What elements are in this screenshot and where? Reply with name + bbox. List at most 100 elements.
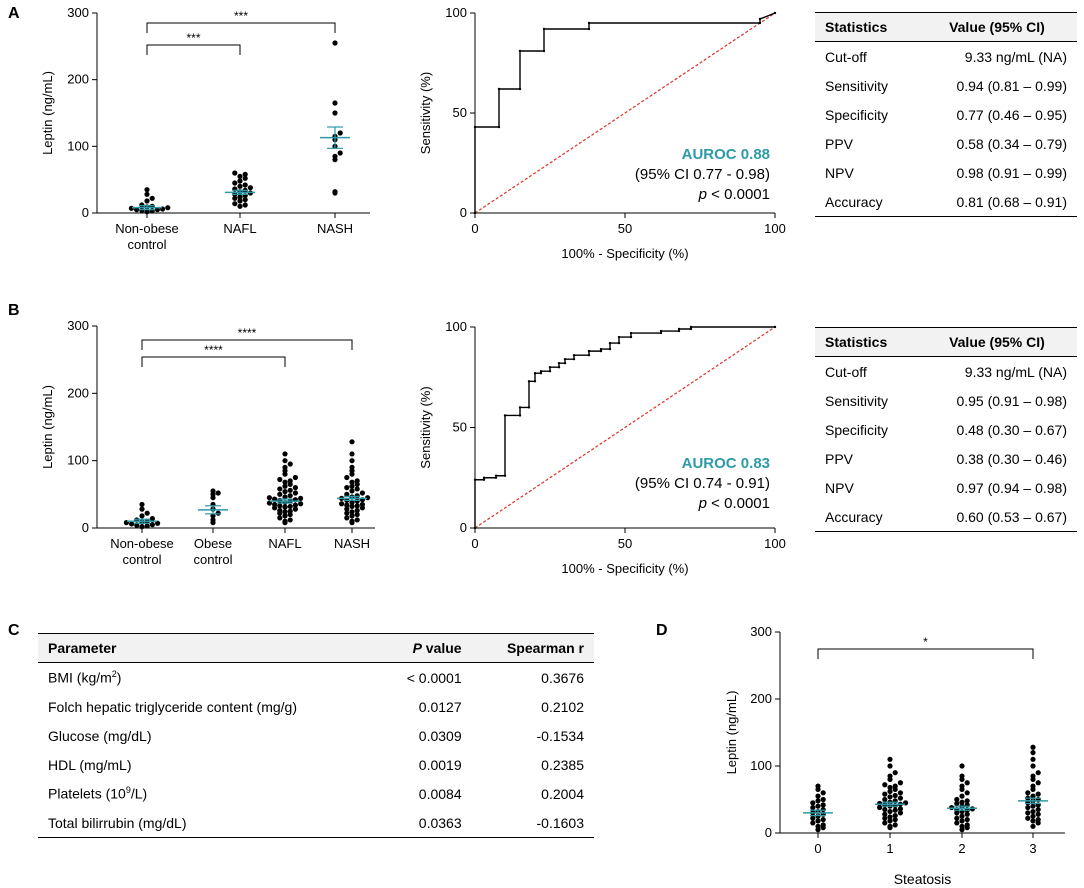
data-point [349,451,355,457]
y-tick-label: 300 [67,318,89,333]
x-axis-label: Steatosis [894,871,952,887]
data-point [277,503,283,509]
data-point [287,508,293,514]
data-point [354,486,360,492]
data-point [882,796,888,803]
data-point [237,198,243,204]
x-tick-label: NASH [334,536,370,551]
table-cell-parameter: BMI (kg/m2) [38,663,377,693]
x-tick-label: 100 [764,221,786,236]
data-point [287,487,293,493]
data-point [277,491,283,497]
data-point [892,812,898,819]
data-point [344,515,350,521]
data-point [815,783,821,789]
data-point [959,793,965,799]
table-cell-p: 0.0309 [418,727,462,744]
table-cell: Specificity [825,421,889,438]
roc-point [557,361,561,365]
data-point [282,504,288,510]
data-point [344,474,350,481]
significance-label: **** [204,343,223,357]
significance-bracket [141,339,353,350]
data-point [277,515,283,521]
y-tick-label: 200 [67,72,89,87]
data-point [887,818,893,824]
data-point [149,515,155,522]
data-point [215,510,221,516]
data-point [810,815,816,821]
data-point [344,491,350,497]
data-point [954,796,960,803]
data-point [354,478,360,484]
p-symbol: p [698,186,707,203]
data-point [954,820,960,826]
data-point [1025,815,1031,821]
data-point [129,521,135,527]
table-cell-parameter: HDL (mg/mL) [38,750,377,779]
data-point [959,818,965,824]
data-point [282,518,288,524]
data-point [1030,803,1036,809]
data-point [210,513,216,519]
data-point [820,817,826,823]
data-point [277,507,283,514]
x-tick-label: control [193,552,232,567]
x-tick-label: control [122,552,161,567]
data-point [292,485,298,491]
data-point [897,795,904,801]
data-point [332,153,338,159]
table-cell-r: -0.1534 [536,727,584,744]
significance-bracket [817,648,1034,659]
roc-point [773,11,777,15]
data-point [298,501,304,507]
data-point [887,794,893,800]
data-point [144,191,150,197]
data-point [964,817,970,823]
data-point [247,185,253,191]
data-point [349,458,355,464]
data-point [292,506,298,512]
table-cell: Cut-off [825,363,867,380]
data-point [354,507,360,514]
y-tick-label: 50 [453,420,467,435]
data-point [815,813,821,819]
data-point [354,498,360,504]
x-tick-label: 50 [618,536,632,551]
roc-point [494,476,498,479]
data-point [1030,813,1036,819]
data-point [242,182,248,188]
table-cell: 0.95 (0.91 – 0.98) [956,392,1067,409]
data-point [820,822,826,828]
roc-point [677,329,681,333]
table-row: Specificity 0.77 (0.46 – 0.95) [815,100,1077,129]
y-tick-label: 50 [453,105,467,120]
data-point [344,506,350,512]
data-point [277,486,283,492]
table-c-header-parameter: Parameter [38,633,378,663]
x-tick-label: Non-obese [115,221,179,236]
table-cell-parameter: Glucose (mg/dL) [38,721,377,750]
table-b-header-value: Value (95% CI) [916,327,1077,357]
data-point [892,807,898,813]
data-point [897,780,904,786]
data-point [210,517,216,523]
data-point [1035,817,1041,823]
data-point [359,490,365,496]
data-point [144,523,150,529]
data-point [349,513,355,519]
y-tick-label: 100 [67,453,89,468]
roc-point [548,370,552,373]
data-point [354,517,360,523]
p-value-label: p < 0.0001 [698,495,770,512]
x-tick-label: 100 [764,536,786,551]
data-point [287,461,293,467]
table-cell: NPV [825,479,854,496]
param-text: Glucose (mg/dL) [48,727,152,744]
panel-label-a: A [8,5,20,22]
x-tick-label: 1 [886,841,893,856]
data-point [144,187,150,193]
data-point [892,792,898,799]
roc-point [572,357,576,361]
roc-point [689,327,693,331]
